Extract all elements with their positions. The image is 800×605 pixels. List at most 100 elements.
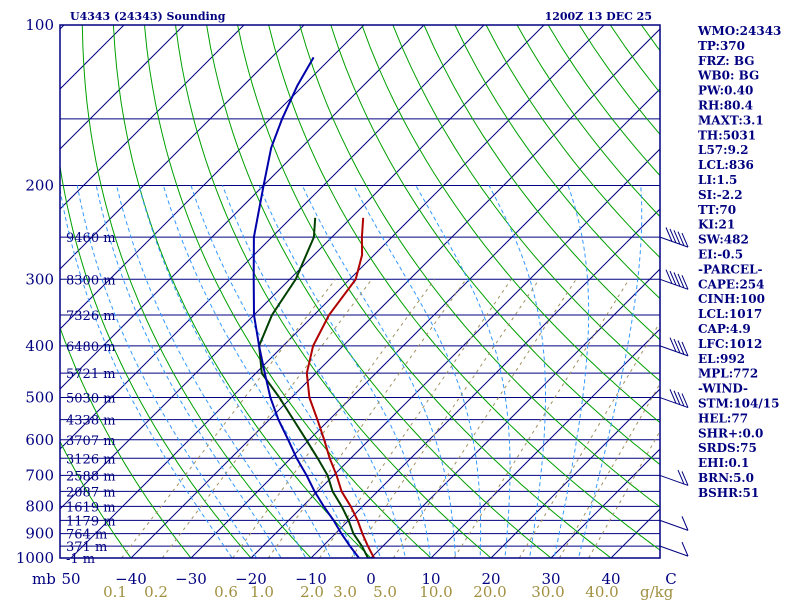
pressure-tick-label: 800	[25, 497, 54, 515]
pressure-tick-label: 200	[25, 176, 54, 194]
pressure-tick-label: 400	[25, 337, 54, 355]
isotherm-line	[0, 25, 424, 558]
valid-time: 1200Z 13 DEC 25	[545, 10, 652, 23]
height-label: 3126 m	[66, 452, 116, 467]
index-value: MAXT:3.1	[698, 113, 764, 127]
isotherm-line	[131, 25, 664, 558]
height-label: 6480 m	[66, 340, 116, 355]
wind-barb-shaft	[660, 520, 688, 530]
pressure-tick-label: 500	[25, 389, 54, 407]
mixing-ratio-line	[233, 279, 435, 558]
index-value: TP:370	[698, 39, 745, 53]
moist-adiabat	[552, 185, 589, 569]
index-value: LCL:1017	[698, 307, 762, 321]
wind-barb	[660, 542, 688, 556]
mixing-ratio-label: 0.1	[103, 583, 127, 600]
index-value: EHI:0.1	[698, 456, 749, 470]
isotherm-line	[0, 25, 364, 558]
pressure-tick-label: 1000	[16, 549, 54, 567]
height-label: 7326 m	[66, 309, 116, 324]
mixing-ratio-label: 1.0	[250, 583, 274, 600]
index-value: SRDS:75	[698, 441, 757, 455]
index-value: RH:80.4	[698, 99, 753, 113]
index-value: CINH:100	[698, 292, 765, 306]
index-value: CAPE:254	[698, 277, 765, 291]
dry-adiabat	[300, 25, 748, 569]
isotherm-line	[0, 25, 4, 558]
index-value: FRZ: BG	[698, 54, 754, 68]
mixing-ratio-label: 2.0	[300, 583, 324, 600]
index-value: SW:482	[698, 233, 749, 247]
mixing-ratio-line	[393, 279, 576, 558]
mixing-ratio-label: 0.6	[214, 583, 238, 600]
wind-barbs	[660, 25, 688, 558]
height-label: 9460 m	[66, 231, 116, 246]
height-label: 4338 m	[66, 414, 116, 429]
mixing-ratio-label: 20.0	[473, 583, 506, 600]
temperature-tick-label: 50	[61, 570, 80, 588]
height-label: 3707 m	[66, 434, 116, 449]
mixing-ratio-line	[268, 279, 466, 558]
index-value: CAP:4.9	[698, 322, 751, 336]
mixing-ratio-label: 30.0	[531, 583, 564, 600]
mixing-ratio-unit: g/kg	[640, 583, 674, 600]
index-value: BRN:5.0	[698, 471, 754, 485]
index-value: LCL:836	[698, 158, 754, 172]
background-grid	[0, 25, 800, 569]
index-value: -WIND-	[698, 382, 748, 396]
height-label: 5721 m	[66, 367, 116, 382]
index-value: HEL:77	[698, 411, 748, 425]
index-value: STM:104/15	[698, 397, 779, 411]
pressure-tick-label: 600	[25, 431, 54, 449]
wind-barb	[660, 470, 688, 485]
height-label: 2087 m	[66, 485, 116, 500]
wind-barb	[660, 270, 688, 290]
mixing-ratio-label: 3.0	[333, 583, 357, 600]
index-value: LI:1.5	[698, 173, 737, 187]
index-value: EI:-0.5	[698, 248, 743, 262]
height-label: 8300 m	[66, 273, 116, 288]
index-value: MPL:772	[698, 367, 758, 381]
parcel-trace	[254, 57, 359, 558]
pressure-axis-unit: mb	[32, 570, 56, 588]
index-value: EL:992	[698, 352, 745, 366]
pressure-tick-label: 300	[25, 270, 54, 288]
mixing-ratio-line	[162, 279, 372, 558]
mixing-ratio-label: 5.0	[373, 583, 397, 600]
mixing-ratio-label: 0.2	[144, 583, 168, 600]
mixing-ratio-label: 40.0	[585, 583, 618, 600]
index-value: SHR+:0.0	[698, 426, 763, 440]
index-value: TH:5031	[698, 128, 756, 142]
index-value: -PARCEL-	[698, 262, 763, 276]
height-label: 1619 m	[66, 500, 116, 515]
pressure-tick-label: 700	[25, 466, 54, 484]
mixing-ratio-label: 10.0	[419, 583, 452, 600]
wind-barb	[660, 338, 688, 356]
dry-adiabat	[579, 25, 800, 569]
index-value: PW:0.40	[698, 84, 753, 98]
index-value: BSHR:51	[698, 486, 759, 500]
moist-adiabat	[191, 185, 384, 569]
height-label: 5030 m	[66, 392, 116, 407]
index-value: KI:21	[698, 218, 735, 232]
dry-adiabat	[82, 25, 322, 569]
wind-barb	[660, 516, 688, 530]
wind-barb	[660, 389, 688, 407]
index-value: LFC:1012	[698, 337, 762, 351]
pressure-tick-label: 100	[25, 16, 54, 34]
moist-adiabat	[223, 185, 408, 569]
index-value: L57:9.2	[698, 143, 748, 157]
moist-adiabat	[576, 185, 642, 569]
height-label: 2588 m	[66, 469, 116, 484]
index-value: WB0: BG	[697, 69, 759, 83]
station-title: U4343 (24343) Sounding	[70, 10, 226, 23]
height-label: -1 m	[66, 552, 95, 567]
temperature-tick-label: −30	[175, 570, 207, 588]
index-value: SI:-2.2	[698, 188, 743, 202]
pressure-tick-label: 900	[25, 525, 54, 543]
index-value: WMO:24343	[697, 24, 781, 38]
wind-barb	[660, 228, 688, 248]
